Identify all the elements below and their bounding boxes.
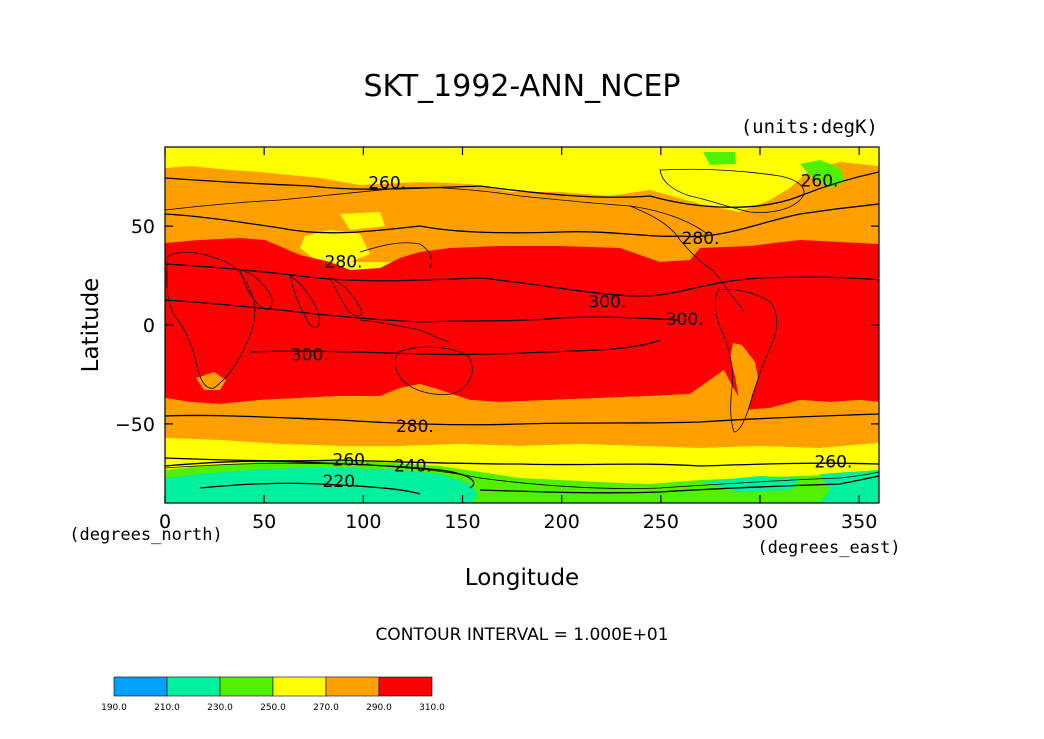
colorbar-swatch (166, 676, 221, 697)
x-tick-label: 50 (252, 511, 276, 533)
x-axis-ticks: 0 50 100 150 200 250 300 350 (159, 147, 877, 533)
contour-label: 300. (666, 310, 704, 330)
map-plot-area: 260. 260. 280. 280. 300. 300. 300. 280. 260. 240.… (165, 147, 879, 503)
colorbar-swatch (325, 676, 380, 697)
y-tick-label: 50 (131, 216, 155, 238)
contour-label: 240. (394, 456, 432, 476)
contour-label: 260. (801, 172, 839, 192)
units-label: (units:degK) (741, 116, 878, 138)
contour-label: 300. (588, 292, 626, 312)
colorbar-label: 270.0 (313, 703, 339, 713)
y-tick-label: −50 (115, 414, 155, 436)
colorbar-label: 290.0 (366, 703, 392, 713)
colorbar-label: 310.0 (419, 703, 445, 713)
y-axis-units: (degrees_north) (69, 525, 223, 545)
x-tick-label: 100 (345, 511, 381, 533)
x-axis-units: (degrees_east) (757, 538, 900, 558)
contour-label-layer: 260. 260. 280. 280. 300. 300. 300. 280. 260. 240.… (291, 172, 852, 493)
zone-cyan-patch (820, 470, 879, 503)
contour-interval-note: CONTOUR INTERVAL = 1.000E+01 (375, 625, 668, 645)
zone-orange-south (165, 370, 879, 448)
x-tick-label: 200 (544, 511, 580, 533)
colorbar-label: 250.0 (260, 703, 286, 713)
y-axis-ticks: 50 0 −50 (115, 216, 879, 436)
zone-green-greenland (703, 152, 736, 165)
contour-label: 280. (682, 229, 720, 249)
contour-label: 260. (814, 452, 852, 472)
zone-green-greenland (800, 160, 845, 188)
x-tick-label: 250 (643, 511, 679, 533)
colorbar-swatch (113, 676, 168, 697)
zone-yellow-patch (300, 230, 370, 264)
zone-yellow-patch (340, 212, 385, 230)
contour-label: 220. (323, 472, 361, 492)
contour-label: 260. (368, 174, 406, 194)
contour-label: 300. (291, 346, 329, 366)
x-tick-label: 300 (742, 511, 778, 533)
colorbar-label: 210.0 (154, 703, 180, 713)
contour-label: 280. (325, 253, 363, 273)
coastlines (165, 168, 879, 489)
colorbar-swatch (272, 676, 327, 697)
x-tick-label: 350 (841, 511, 877, 533)
zone-orange-africa-south (196, 372, 226, 390)
y-axis-label: Latitude (78, 278, 104, 373)
colorbar-label: 230.0 (207, 703, 233, 713)
zone-cyan-antarctic (165, 468, 478, 503)
x-tick-label: 150 (444, 511, 480, 533)
contour-label: 260. (333, 450, 371, 470)
y-tick-label: 0 (143, 315, 155, 337)
map-title: SKT_1992-ANN_NCEP (363, 69, 680, 104)
zone-red-tropics (165, 238, 879, 410)
colorbar-swatch (219, 676, 274, 697)
x-axis-label: Longitude (465, 565, 579, 591)
colorbar: 190.0 210.0 230.0 250.0 270.0 290.0 310.0 (101, 676, 445, 713)
contour-label: 280. (396, 417, 434, 437)
colorbar-swatch (378, 676, 433, 697)
colorbar-label: 190.0 (101, 703, 127, 713)
x-tick-label: 0 (159, 511, 171, 533)
